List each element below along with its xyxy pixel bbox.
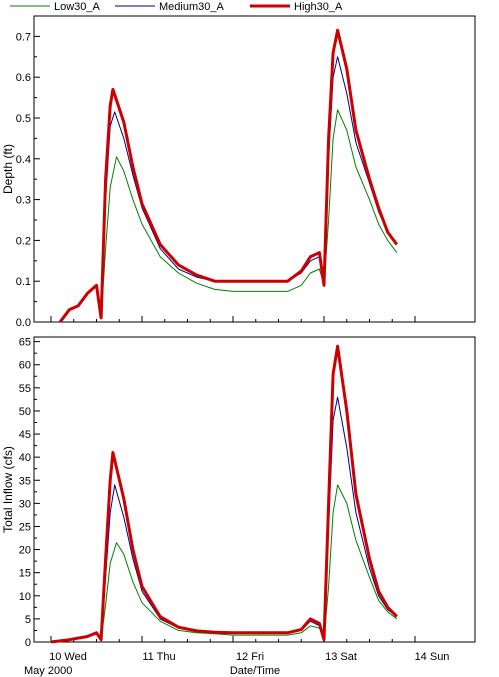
x-tick-label: 12 Fri [236, 651, 264, 663]
y-tick-label: 5 [25, 614, 31, 626]
x-tick-label: 14 Sun [415, 651, 450, 663]
y-tick-label: 40 [19, 452, 31, 464]
x-tick-label: 13 Sat [325, 651, 357, 663]
y-tick-label: 55 [19, 383, 31, 395]
x-tick-label: 11 Thu [142, 651, 175, 663]
y-tick-label: 65 [19, 337, 31, 349]
y-tick-label: 0.2 [16, 235, 31, 247]
y-tick-label: 0 [25, 637, 31, 649]
plot-frame [33, 15, 476, 323]
y-tick-label: 0.4 [16, 154, 31, 166]
legend-label-3: High30_A [294, 1, 343, 13]
y-tick-label: 0.3 [16, 195, 31, 207]
x-tick-label: 10 Wed [49, 651, 87, 663]
y-tick-label: 0.1 [16, 276, 31, 288]
depth-panel: 0.0 0.1 0.2 0.3 0.4 0.5 0.6 0.7 Depth (ft) [1, 15, 476, 329]
series-line-high30-a [58, 28, 399, 323]
series-line-low30-a [50, 484, 398, 643]
inflow-panel: 0 5 10 15 20 25 30 35 40 45 50 55 60 65 Total Inflow (… [1, 336, 476, 677]
y-tick-label: 0.7 [16, 31, 31, 43]
legend-label-1: Low30_A [54, 1, 101, 13]
legend: Low30_A Medium30_A High30_A [10, 1, 343, 13]
y-tick-label: 20 [19, 545, 31, 557]
x-sublabel: May 2000 [24, 665, 72, 677]
y-tick-label: 50 [19, 406, 31, 418]
series-line-high30-a [50, 344, 398, 644]
legend-label-2: Medium30_A [159, 1, 224, 13]
y-axis-label: Total Inflow (cfs) [1, 446, 15, 533]
y-tick-label: 30 [19, 498, 31, 510]
y-tick-label: 25 [19, 521, 31, 533]
y-tick-label: 60 [19, 360, 31, 372]
plot-frame [33, 336, 476, 643]
y-tick-label: 0.0 [16, 317, 31, 329]
y-axis-label: Depth (ft) [1, 144, 15, 194]
x-axis-label: Date/Time [230, 665, 280, 677]
y-tick-label: 15 [19, 568, 31, 580]
series-line-low30-a [59, 109, 398, 323]
y-tick-label: 10 [19, 591, 31, 603]
y-tick-label: 45 [19, 429, 31, 441]
y-tick-label: 0.6 [16, 72, 31, 84]
y-tick-label: 35 [19, 475, 31, 487]
y-tick-label: 0.5 [16, 113, 31, 125]
